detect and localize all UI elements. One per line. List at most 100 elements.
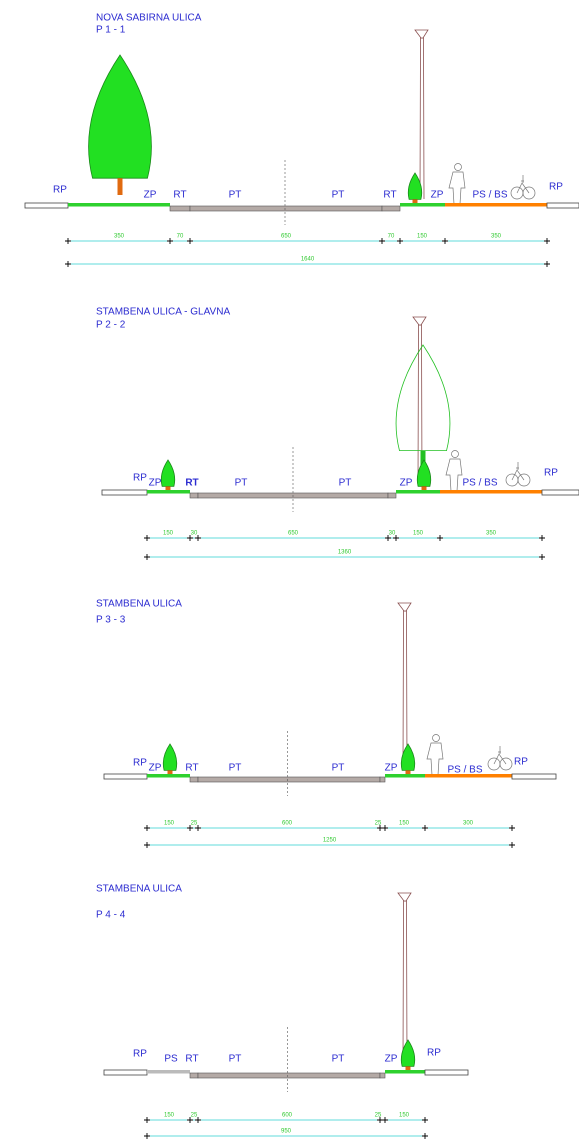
section-code: P 4 - 4 [96,910,126,921]
bicycle [493,746,507,765]
dimension-label: 600 [282,821,293,827]
total-label: 950 [281,1129,292,1135]
dimension-label: 150 [164,1113,175,1119]
segment-label: ZP [431,190,444,201]
dimension-label: 150 [399,821,410,827]
segment-label: PT [332,190,345,201]
bicycle [511,462,525,481]
tree-trunk [405,1066,411,1070]
segment-label: PT [235,478,248,489]
green-strip [147,490,190,494]
sidewalk [147,1070,190,1074]
segment-label: PT [332,1054,345,1065]
roadway [197,776,381,783]
lamp-head [412,316,427,326]
dimension-label: 600 [282,1113,293,1119]
dimension-tick [187,238,193,244]
ground-stub [541,489,579,496]
green-strip [147,774,190,778]
segment-label: RT [185,478,198,489]
section-title: NOVA SABIRNA ULICA [96,13,202,24]
bicycle [522,186,536,200]
dimension-label: 25 [191,821,198,827]
segment-label: RP [549,182,563,193]
roadway [197,1072,381,1079]
dimension-label: 150 [417,234,428,240]
ground-stub [24,202,69,209]
dimension-tick [393,535,399,541]
dimension-tick [422,1133,428,1139]
lamp-head [397,602,412,612]
dimension-label: 25 [375,1113,382,1119]
dimension-tick [437,535,443,541]
green-strip [385,1070,425,1074]
section-code: P 2 - 2 [96,320,126,331]
pedestrian [426,742,444,776]
dimension-label: 150 [413,531,424,537]
tree-trunk [420,450,426,465]
dimension-tick [144,1117,150,1123]
segment-label: RP [427,1048,441,1059]
roadway [189,492,199,499]
segment-label: PT [332,763,345,774]
dimension-label: 150 [163,531,174,537]
segment-label: ZP [149,478,162,489]
dimension-tick [539,554,545,560]
segment-label: PT [229,1054,242,1065]
dimension-label: 30 [191,531,198,537]
dimension-tick [144,535,150,541]
tree-trunk [421,486,427,490]
segment-label: RT [383,190,396,201]
lamp-head [414,29,429,39]
green-strip [385,774,425,778]
segment-label: PS / BS [472,190,507,201]
lamp-post [402,900,408,1067]
green-strip [396,490,440,494]
lamp-head [397,892,412,902]
ground-stub [103,1069,148,1076]
dimension-tick [379,238,385,244]
dimension-tick [144,554,150,560]
green-strip [400,203,445,207]
dimension-tick [422,1117,428,1123]
ground-stub [546,202,579,209]
segment-label: PT [229,763,242,774]
bike-path [440,490,542,494]
dimension-tick [144,1133,150,1139]
dimension-label: 25 [375,821,382,827]
segment-label: RP [544,468,558,479]
total-label: 1250 [323,838,337,844]
tree-trunk [165,486,171,490]
section-title: STAMBENA ULICA [96,599,182,610]
tree [416,459,432,487]
roadway [189,1072,199,1079]
dimension-label: 650 [281,234,292,240]
dimension-label: 350 [486,531,497,537]
segment-label: PT [339,478,352,489]
segment-label: ZP [385,763,398,774]
dimension-tick [382,1117,388,1123]
tree [395,344,451,451]
pedestrian [454,163,462,171]
section-title: STAMBENA ULICA [96,884,182,895]
dimension-label: 350 [491,234,502,240]
total-label: 1640 [301,257,315,263]
roadway [379,776,386,783]
tree [160,459,176,487]
dimension-tick [195,825,201,831]
dimension-tick [65,238,71,244]
dimension-tick [509,842,515,848]
tree-trunk [117,178,123,195]
segment-label: RP [53,185,67,196]
bicycle [517,473,531,487]
ground-stub [103,773,148,780]
dimension-label: 150 [399,1113,410,1119]
bicycle [516,175,530,194]
tree [162,743,178,771]
ground-stub [511,773,557,780]
dimension-tick [144,842,150,848]
dimension-tick [442,238,448,244]
segment-label: ZP [385,1054,398,1065]
